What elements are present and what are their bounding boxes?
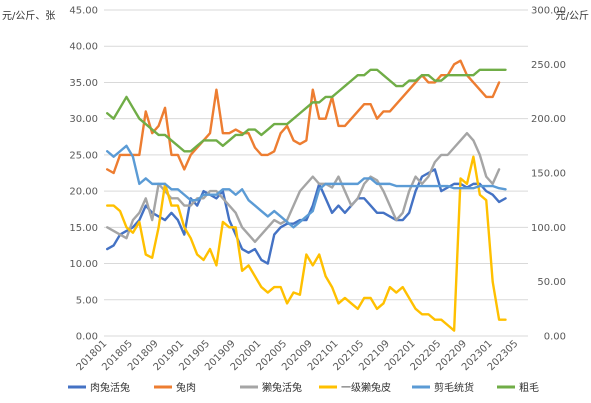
legend-label: 粗毛 [519,382,539,394]
right-tick-label: 250.00 [531,60,566,71]
legend-label: 剪毛统货 [434,381,474,394]
left-tick-label: 20.00 [69,187,98,198]
series-lines [106,59,507,332]
legend-label: 肉兔活兔 [90,381,130,394]
left-tick-label: 35.00 [69,78,98,89]
left-tick-label: 30.00 [69,114,98,125]
left-tick-label: 5.00 [76,295,98,306]
series-line [106,131,501,244]
right-tick-label: 300.00 [531,6,566,17]
right-axis-ticks: 0.00 50.00 100.00 150.00 200.00 250.00 300.00 [531,6,566,343]
left-tick-label: 40.00 [69,42,98,53]
right-tick-label: 100.00 [531,223,566,234]
left-tick-label: 45.00 [69,6,98,17]
right-tick-label: 50.00 [537,277,566,288]
left-axis-unit: 元/公斤、张 [2,10,55,22]
series-line [106,168,507,265]
right-tick-label: 200.00 [531,114,566,125]
legend-label: 兔肉 [176,381,196,394]
left-tick-label: 0.00 [76,332,98,343]
legend-label: 獭兔活兔 [262,381,302,394]
legend: 肉兔活兔 兔肉 獭兔活兔 一级獭兔皮 剪毛统货 粗毛 [68,381,539,394]
left-tick-label: 25.00 [69,150,98,161]
grid-lines [104,9,528,337]
right-axis-unit: 元/公斤 [556,10,589,22]
left-tick-label: 15.00 [69,223,98,234]
series-line [106,155,507,332]
right-tick-label: 150.00 [531,169,566,180]
series-line [106,68,507,153]
series-line [106,59,501,175]
x-axis-ticks: 2018012018052018092019012019052019092020… [75,338,521,373]
right-tick-label: 0.00 [544,332,566,343]
left-tick-label: 10.00 [69,259,98,270]
series-line [106,144,507,229]
legend-label: 一级獭兔皮 [341,381,391,394]
left-axis-ticks: 0.00 5.00 10.00 15.00 20.00 25.00 30.00 35.00 40… [69,6,98,343]
